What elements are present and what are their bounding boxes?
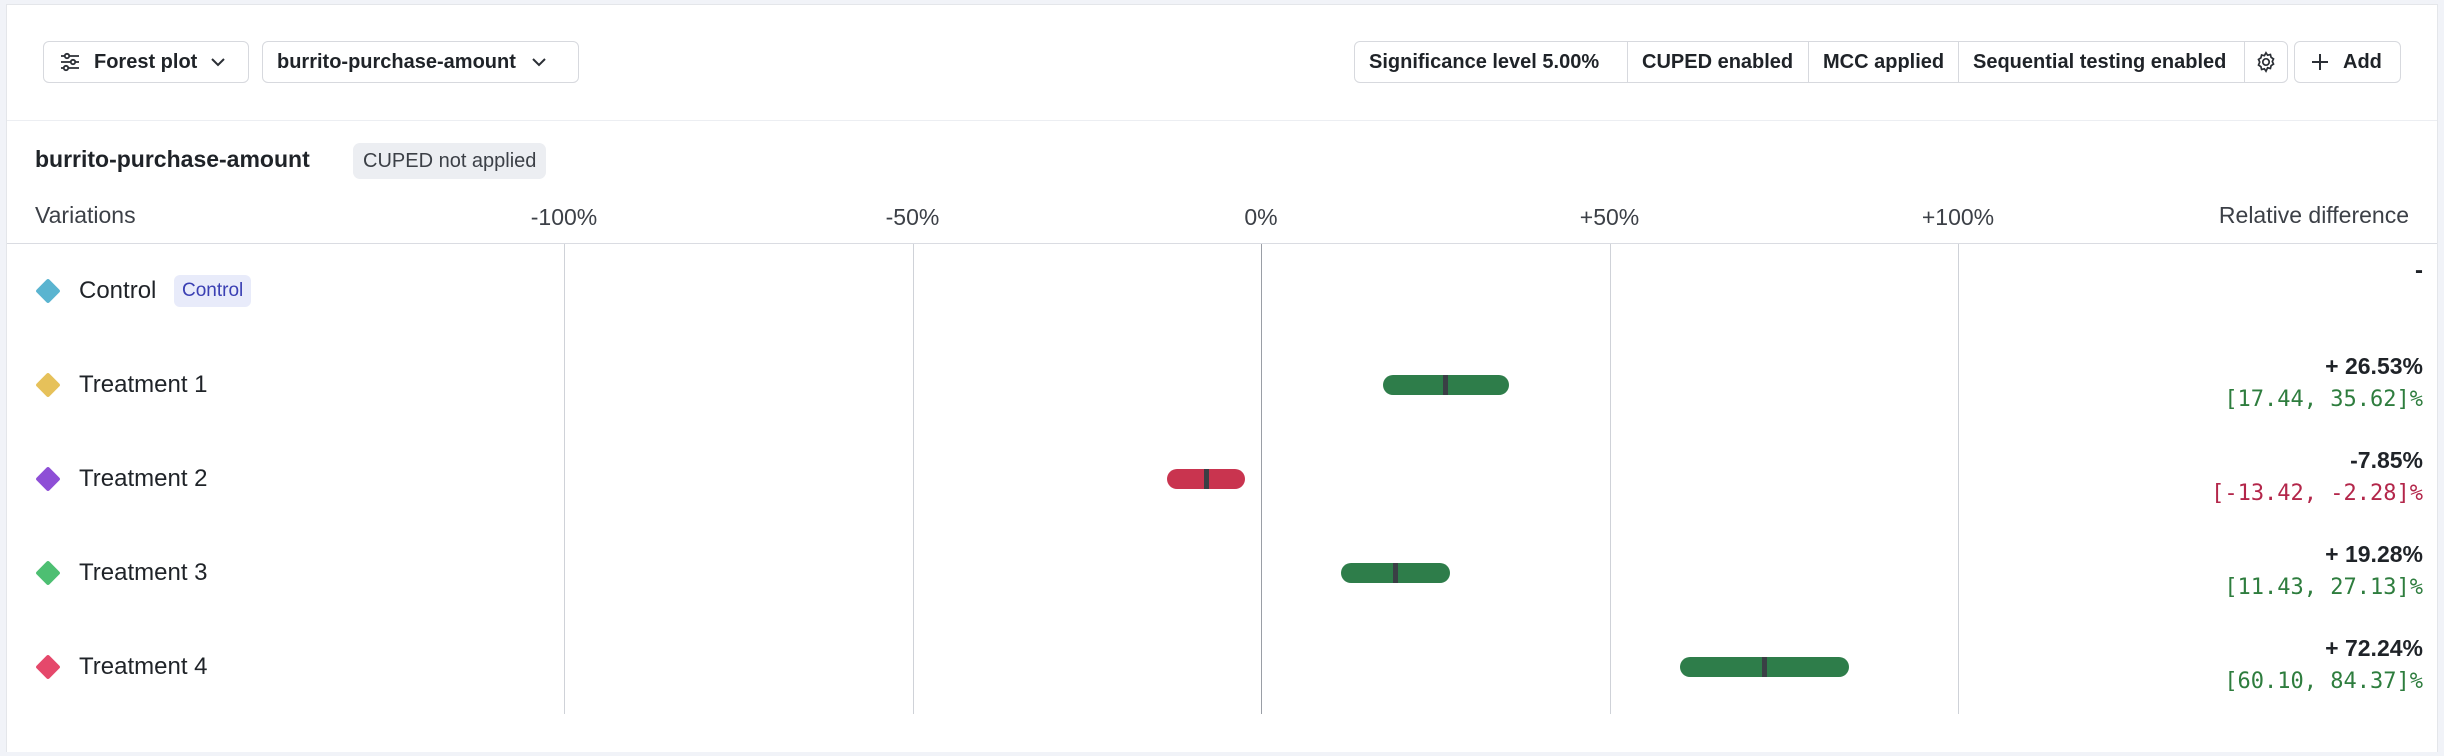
relative-difference-empty: - [2415, 257, 2423, 284]
variation-name: Control [79, 277, 157, 304]
relative-difference-value: + 19.28% [2325, 541, 2423, 567]
gridline [1958, 244, 1959, 714]
variations-column-header: Variations [35, 202, 136, 228]
analysis-settings-group: Significance level 5.00% CUPED enabled M… [1354, 41, 2288, 83]
variation-row: Treatment 4 + 72.24% [60.10, 84.37]% [7, 620, 2437, 714]
gridline [1610, 244, 1611, 714]
metric-title: burrito-purchase-amount [35, 146, 310, 172]
axis-tick-label: 0% [1244, 204, 1278, 230]
chevron-down-icon [532, 58, 546, 67]
variation-name: Treatment 1 [79, 371, 208, 398]
sequential-testing-button[interactable]: Sequential testing enabled [1959, 42, 2245, 82]
variation-name: Treatment 3 [79, 559, 208, 586]
relative-difference-ci: [17.44, 35.62]% [2224, 387, 2423, 412]
chevron-down-icon [211, 58, 226, 67]
sliders-icon [61, 52, 79, 72]
toolbar: Forest plot burrito-purchase-amount Sign… [7, 5, 2437, 121]
diamond-icon [35, 466, 61, 492]
gridline [564, 244, 565, 714]
axis-tick-label: +50% [1579, 204, 1640, 230]
point-estimate-marker [1392, 563, 1398, 583]
relative-difference-value: -7.85% [2350, 447, 2423, 473]
add-label: Add [2343, 50, 2382, 73]
forest-plot: Control Control - Treatment 1 + 26.53% [17.44… [7, 244, 2437, 714]
control-badge: Control [174, 275, 252, 307]
relative-difference-ci: [-13.42, -2.28]% [2211, 481, 2423, 506]
gridline [913, 244, 914, 714]
metric-selector[interactable]: burrito-purchase-amount [262, 41, 579, 83]
relative-difference-value: + 72.24% [2325, 635, 2423, 661]
variation-row: Treatment 1 + 26.53% [17.44, 35.62]% [7, 338, 2437, 432]
cuped-status-badge: CUPED not applied [353, 143, 547, 179]
mcc-button[interactable]: MCC applied [1809, 42, 1959, 82]
point-estimate-marker [1443, 375, 1449, 395]
variation-name: Treatment 4 [79, 653, 208, 680]
diamond-icon [35, 654, 61, 680]
variation-row: Control Control - [7, 244, 2437, 338]
forest-plot-button[interactable]: Forest plot [43, 41, 249, 83]
settings-button[interactable] [2245, 42, 2287, 82]
axis-tick-label: -50% [885, 204, 940, 230]
point-estimate-marker [1203, 469, 1209, 489]
variation-name: Treatment 2 [79, 465, 208, 492]
experiment-results-panel: Forest plot burrito-purchase-amount Sign… [6, 4, 2438, 752]
metric-selector-label: burrito-purchase-amount [277, 50, 516, 73]
divider [7, 243, 2437, 244]
relative-difference-value: + 26.53% [2325, 353, 2423, 379]
relative-difference-ci: [60.10, 84.37]% [2224, 669, 2423, 694]
variation-row: Treatment 3 + 19.28% [11.43, 27.13]% [7, 526, 2437, 620]
diamond-icon [35, 278, 61, 304]
point-estimate-marker [1762, 657, 1767, 677]
gear-icon [2257, 51, 2275, 73]
cuped-button[interactable]: CUPED enabled [1628, 42, 1809, 82]
relative-difference-column-header: Relative difference [2218, 202, 2409, 228]
plus-icon [2312, 54, 2328, 70]
forest-plot-label: Forest plot [94, 50, 198, 73]
add-button[interactable]: Add [2294, 41, 2401, 83]
axis-tick-label: -100% [530, 204, 598, 230]
axis-tick-label: +100% [1921, 204, 1995, 230]
significance-level-button[interactable]: Significance level 5.00% [1355, 42, 1628, 82]
relative-difference-ci: [11.43, 27.13]% [2224, 575, 2423, 600]
diamond-icon [35, 560, 61, 586]
zero-line [1261, 244, 1262, 714]
diamond-icon [35, 372, 61, 398]
variation-row: Treatment 2 -7.85% [-13.42, -2.28]% [7, 432, 2437, 526]
